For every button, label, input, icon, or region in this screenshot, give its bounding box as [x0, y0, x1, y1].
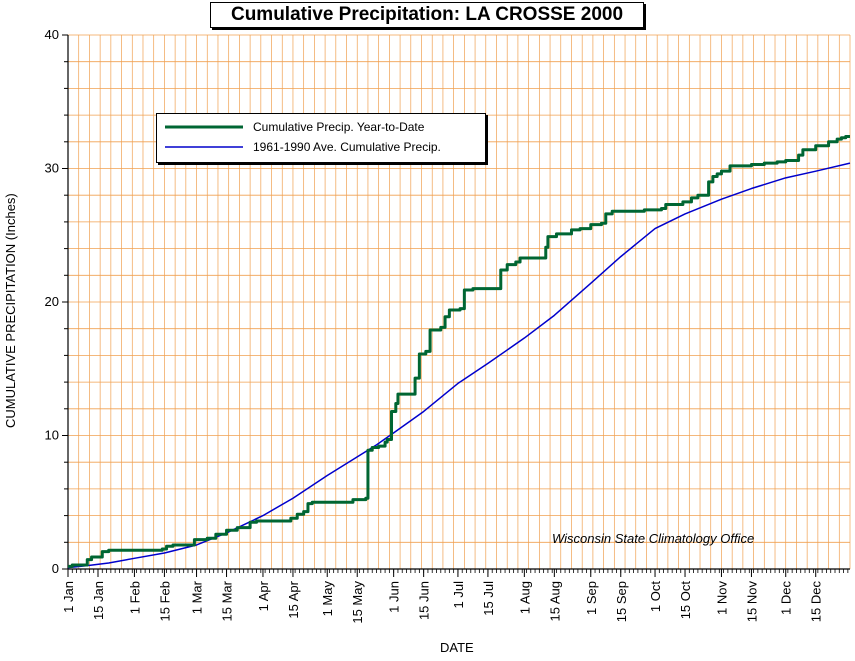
x-tick-label: 15 Nov [744, 581, 759, 623]
x-axis-label: DATE [440, 640, 474, 655]
x-tick-label: 15 Sep [614, 581, 629, 622]
x-tick-label: 15 May [350, 581, 365, 624]
x-tick-label: 1 Sep [584, 581, 599, 615]
x-tick-label: 15 Jun [417, 581, 432, 620]
x-tick-label: 1 Oct [648, 581, 663, 612]
y-tick-label: 0 [52, 561, 59, 576]
y-tick-label: 30 [45, 161, 59, 176]
x-tick-label: 1 Dec [779, 581, 794, 615]
x-tick-label: 1 Mar [190, 580, 205, 614]
x-tick-label: 1 Nov [714, 581, 729, 615]
y-tick-label: 20 [45, 294, 59, 309]
series-layer [67, 134, 851, 569]
series-line-normal [67, 162, 851, 569]
x-tick-label: 15 Apr [286, 580, 301, 618]
chart-title: Cumulative Precipitation: LA CROSSE 2000 [210, 2, 644, 28]
legend-swatch-year-to-date [165, 125, 243, 129]
legend: Cumulative Precip. Year-to-Date 1961-199… [156, 113, 486, 163]
legend-item-normal: 1961-1990 Ave. Cumulative Precip. [165, 138, 441, 156]
series-line-year-to-date [68, 134, 850, 568]
x-tick-label: 1 Apr [256, 580, 271, 611]
x-tick-label: 15 Feb [157, 581, 172, 621]
y-axis-label: CUMULATIVE PRECIPITATION (Inches) [3, 193, 18, 428]
x-tick-label: 1 Feb [127, 581, 142, 614]
x-tick-label: 1 Jul [451, 581, 466, 609]
y-tick-labels: 0 10 20 30 40 [45, 27, 59, 576]
axis-layer [62, 34, 850, 577]
x-tick-labels: 1 Jan 15 Jan 1 Feb 15 Feb 1 Mar 15 Mar 1 Apr 15… [61, 580, 824, 623]
legend-label-year-to-date: Cumulative Precip. Year-to-Date [253, 120, 425, 134]
x-tick-label: 1 Jun [387, 581, 402, 613]
x-tick-label: 1 Jan [61, 581, 76, 613]
x-tick-label: 15 Jan [91, 581, 106, 620]
legend-swatch-normal [165, 146, 243, 148]
x-tick-label: 1 May [320, 581, 335, 617]
legend-item-year-to-date: Cumulative Precip. Year-to-Date [165, 118, 424, 136]
x-tick-label: 15 Dec [809, 581, 824, 623]
x-tick-label: 1 Aug [517, 581, 532, 614]
source-annotation: Wisconsin State Climatology Office [552, 531, 755, 546]
y-tick-label: 40 [45, 27, 59, 42]
x-tick-label: 15 Mar [220, 580, 235, 621]
y-tick-label: 10 [45, 428, 59, 443]
legend-label-normal: 1961-1990 Ave. Cumulative Precip. [253, 140, 441, 154]
x-tick-label: 15 Oct [678, 581, 693, 620]
x-tick-label: 15 Aug [547, 581, 562, 622]
x-tick-label: 15 Jul [481, 581, 496, 616]
